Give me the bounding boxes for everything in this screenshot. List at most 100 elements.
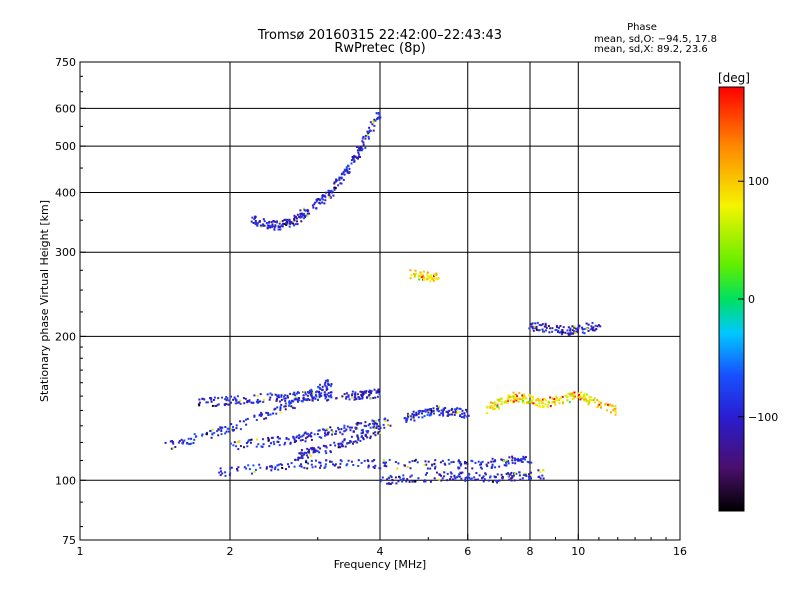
data-point [438, 405, 441, 408]
data-point [398, 476, 401, 479]
data-point [357, 151, 360, 154]
x-tick-label: 10 [571, 545, 585, 558]
data-point [580, 396, 583, 399]
data-point [210, 398, 213, 401]
data-point [485, 412, 488, 414]
data-point [320, 436, 323, 439]
data-point [373, 423, 376, 426]
data-point [514, 462, 517, 465]
data-point [499, 398, 502, 401]
data-point [599, 405, 602, 407]
data-point [320, 392, 323, 395]
data-point [211, 428, 214, 431]
data-point [201, 433, 204, 436]
data-point [274, 468, 276, 471]
data-point [357, 459, 360, 462]
data-point [327, 383, 330, 386]
data-point [543, 398, 546, 401]
data-point [362, 143, 365, 146]
data-point [573, 325, 576, 328]
data-point [236, 468, 238, 470]
data-point [324, 379, 327, 382]
data-point [311, 399, 314, 402]
data-point [391, 479, 394, 482]
data-point [464, 477, 467, 479]
data-point [362, 135, 365, 138]
data-point [273, 443, 276, 446]
data-point [430, 413, 433, 416]
data-point [460, 463, 463, 466]
data-point [310, 455, 313, 457]
data-point [267, 414, 270, 416]
data-point [260, 413, 263, 416]
data-point [274, 466, 277, 469]
data-point [406, 417, 409, 420]
data-point [288, 402, 291, 405]
data-point [300, 215, 303, 218]
y-tick-label: 400 [55, 186, 76, 199]
data-point [460, 477, 463, 480]
data-point [303, 398, 305, 401]
data-point [324, 463, 327, 466]
data-point [516, 395, 518, 398]
data-point [555, 395, 558, 398]
data-point [518, 392, 521, 395]
data-point [169, 440, 172, 443]
data-point [486, 465, 489, 468]
data-point [413, 413, 415, 416]
data-point [596, 405, 599, 408]
data-point [339, 446, 342, 449]
data-point [216, 430, 219, 433]
data-point [287, 438, 290, 441]
data-point [221, 472, 224, 475]
data-point [245, 418, 247, 421]
data-point [408, 461, 411, 464]
data-point [303, 453, 306, 456]
data-point [270, 221, 273, 224]
data-point [356, 436, 359, 438]
data-point [368, 130, 371, 132]
data-point [536, 404, 539, 407]
data-point [338, 176, 341, 179]
data-point [541, 398, 544, 401]
data-point [549, 396, 552, 399]
data-point [376, 422, 379, 425]
data-point [189, 443, 191, 445]
data-point [396, 467, 399, 470]
data-point [307, 456, 310, 459]
data-point [444, 463, 447, 466]
data-point [356, 393, 359, 396]
data-point [488, 405, 491, 408]
data-point [555, 399, 558, 402]
data-point [379, 426, 382, 429]
data-point [187, 437, 190, 440]
data-point [446, 479, 449, 482]
data-point [296, 398, 299, 401]
axis-ticks: 1 2 4 6 8 10 16 75 100 200 300 400 500 600 750 [55, 56, 687, 558]
data-point [560, 330, 563, 333]
data-point [335, 397, 338, 400]
data-point [510, 477, 513, 480]
data-point [305, 459, 308, 462]
data-point [415, 413, 418, 416]
data-point [565, 394, 568, 397]
data-point [283, 218, 286, 221]
data-point [496, 473, 499, 476]
data-point [413, 459, 416, 462]
data-point [522, 455, 525, 458]
data-point [442, 414, 445, 417]
data-point [564, 331, 567, 334]
data-point [514, 395, 517, 398]
data-point [484, 473, 487, 476]
data-point [571, 392, 574, 395]
data-point [371, 419, 374, 422]
data-point [249, 441, 252, 444]
data-point [429, 467, 432, 470]
colorbar-label: [deg] [718, 71, 750, 85]
data-point [314, 393, 317, 396]
data-point [410, 274, 413, 277]
data-point [350, 435, 353, 438]
data-point [230, 423, 233, 426]
data-point [267, 226, 270, 229]
data-point [350, 460, 353, 463]
